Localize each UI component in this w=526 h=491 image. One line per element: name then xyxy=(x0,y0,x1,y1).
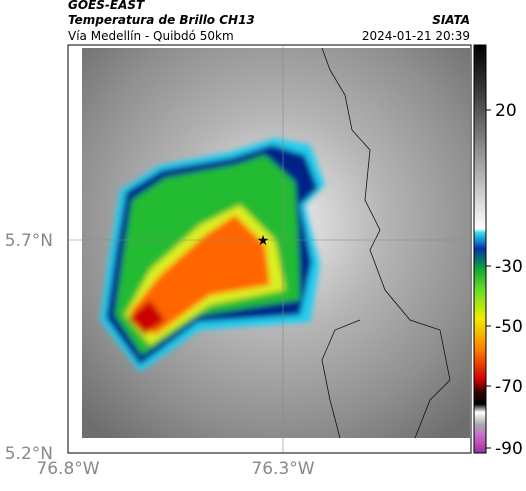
colorbar-label: -30 xyxy=(495,257,523,277)
product: Temperatura de Brillo CH13 xyxy=(68,13,255,27)
route: Vía Medellín - Quibdó 50km xyxy=(68,29,234,43)
border xyxy=(321,319,361,439)
lat-label: 5.7°N xyxy=(5,231,53,251)
datetime: 2024-01-21 20:39 xyxy=(362,29,470,43)
lon-label: 76.8°W xyxy=(36,459,99,479)
colorbar xyxy=(473,44,487,454)
colorbar-label: -70 xyxy=(495,377,523,397)
colorbar-label: -50 xyxy=(495,317,523,337)
satellite: GOES-EAST xyxy=(68,0,145,12)
location-marker: ★ xyxy=(257,233,270,249)
source: SIATA xyxy=(432,13,470,27)
colorbar-label: 20 xyxy=(495,101,517,121)
lon-label: 76.3°W xyxy=(251,459,314,479)
lat-label: 5.2°N xyxy=(5,444,53,464)
colorbar-label: -90 xyxy=(495,439,523,459)
